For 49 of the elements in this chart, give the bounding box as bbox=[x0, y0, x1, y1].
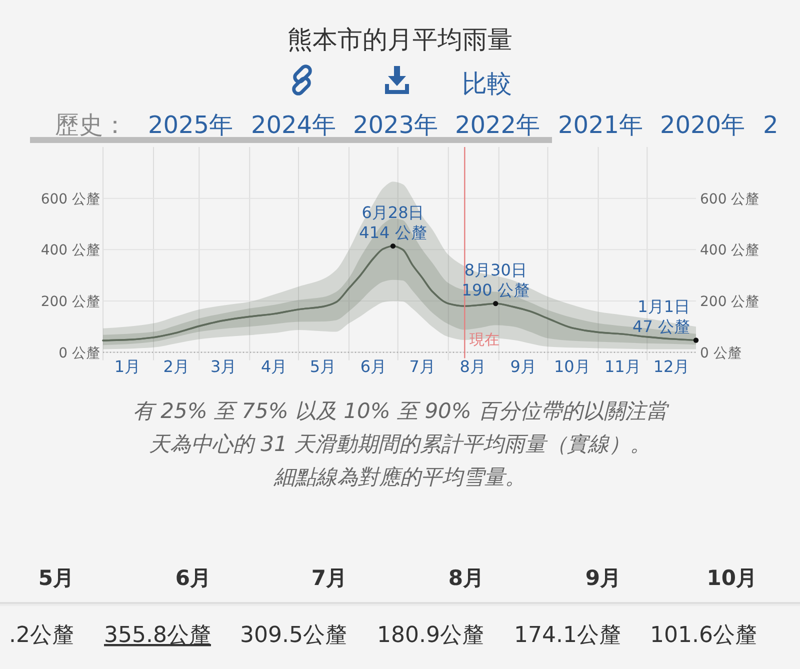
chart-title: 熊本市的月平均雨量 bbox=[288, 25, 512, 54]
text: 7月 bbox=[311, 566, 347, 590]
annotation: 1月1日 47 公釐 bbox=[632, 297, 690, 336]
y2-tick-label: 200 公釐 bbox=[700, 294, 760, 310]
x-tick-label: 4月 bbox=[260, 357, 288, 376]
x-tick-label: 1月 bbox=[114, 357, 141, 376]
y2-tick-label: 400 公釐 bbox=[700, 242, 760, 259]
text: 5月 bbox=[38, 566, 74, 590]
text: 101.6公釐 bbox=[650, 623, 757, 648]
text: 比較 bbox=[462, 69, 512, 98]
annotation: 8月30日 190 公釐 bbox=[462, 260, 530, 300]
y2-tick-label: 600 公釐 bbox=[700, 191, 760, 208]
x-tick-label: 12月 bbox=[653, 357, 690, 376]
x-tick-label: 2月 bbox=[163, 357, 190, 376]
text: 2 bbox=[763, 111, 778, 139]
x-tick-label: 10月 bbox=[554, 357, 590, 376]
annotation: 6月28日 414 公釐 bbox=[359, 203, 427, 242]
y2-tick-label: 0 公釐 bbox=[700, 345, 742, 362]
y-tick-label: 200 公釐 bbox=[40, 294, 100, 310]
text: 174.1公釐 bbox=[514, 623, 621, 648]
x-tick-label: 5月 bbox=[310, 357, 336, 376]
text: 6月 bbox=[175, 566, 211, 590]
text: 8月 bbox=[448, 566, 484, 590]
text: 309.5公釐 bbox=[240, 623, 347, 648]
text: 2024年 bbox=[251, 111, 336, 139]
text: 歷史： bbox=[55, 111, 127, 139]
text: 天為中心的 31 天滑動期間的累計平均雨量（實線）。 bbox=[148, 432, 652, 456]
text: .2公釐 bbox=[9, 623, 74, 648]
text: 2021年 bbox=[558, 111, 644, 139]
text: 9月 bbox=[585, 566, 621, 590]
x-tick-label: 3月 bbox=[210, 357, 237, 376]
x-tick-label: 7月 bbox=[409, 357, 436, 376]
x-tick-label: 9月 bbox=[510, 357, 536, 376]
y-tick-label: 400 公釐 bbox=[40, 242, 100, 259]
x-tick-label: 11月 bbox=[604, 357, 641, 376]
x-tick-label: 8月 bbox=[460, 357, 486, 376]
text: 2023年 bbox=[353, 111, 438, 139]
x-tick-label: 6月 bbox=[360, 357, 387, 376]
text: 有 25% 至 75% 以及 10% 至 90% 百分位帶的以關注當 bbox=[132, 399, 670, 423]
ref-line-label: 現在 bbox=[470, 330, 500, 348]
y-tick-label: 600 公釐 bbox=[40, 191, 100, 208]
text: 180.9公釐 bbox=[377, 623, 484, 648]
text: 2022年 bbox=[455, 111, 540, 139]
text: 10月 bbox=[706, 566, 757, 590]
text: 細點線為對應的平均雪量。 bbox=[273, 465, 526, 489]
text: 2020年 bbox=[660, 111, 746, 139]
text: 355.8公釐 bbox=[104, 623, 211, 648]
text: 2025年 bbox=[148, 111, 234, 139]
y-tick-label: 0 公釐 bbox=[58, 345, 100, 362]
